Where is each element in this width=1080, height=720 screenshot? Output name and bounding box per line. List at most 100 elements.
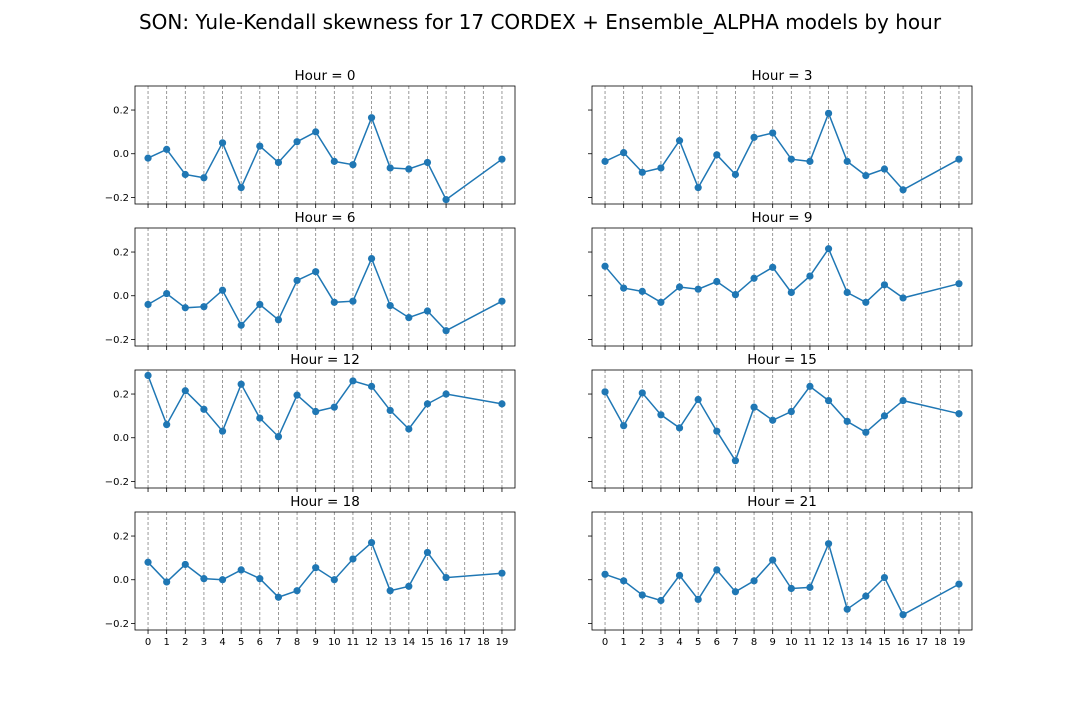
panel-title: Hour = 0 bbox=[294, 68, 355, 84]
data-point bbox=[787, 407, 795, 416]
data-point bbox=[787, 155, 795, 163]
series-line bbox=[604, 541, 960, 616]
x-tick-label: 1 bbox=[163, 637, 169, 648]
x-tick-label: 11 bbox=[347, 637, 360, 648]
data-point bbox=[405, 582, 413, 590]
x-tick-label: 16 bbox=[440, 637, 453, 648]
data-point bbox=[144, 154, 152, 162]
data-point bbox=[367, 382, 376, 390]
data-point bbox=[694, 285, 702, 293]
data-point bbox=[824, 245, 833, 253]
y-tick-label: 0.0 bbox=[113, 575, 129, 586]
subplot-panel: Hour = 15 bbox=[588, 352, 973, 492]
data-point bbox=[256, 414, 264, 422]
x-tick-label: 6 bbox=[257, 637, 263, 648]
y-tick-label: 0.2 bbox=[113, 532, 129, 543]
data-point bbox=[843, 417, 851, 425]
series-line bbox=[604, 247, 960, 304]
data-point bbox=[274, 433, 283, 441]
data-point bbox=[675, 571, 684, 579]
x-tick-label: 8 bbox=[294, 637, 300, 648]
x-tick-label: 14 bbox=[402, 637, 415, 648]
data-point bbox=[312, 564, 320, 572]
data-point bbox=[899, 396, 907, 405]
series-line bbox=[604, 385, 960, 463]
x-tick-label: 13 bbox=[841, 637, 854, 648]
data-point bbox=[601, 262, 609, 270]
x-tick-label: 2 bbox=[182, 637, 188, 648]
data-point bbox=[349, 377, 357, 385]
x-tick-label: 17 bbox=[458, 637, 471, 648]
x-tick-label: 18 bbox=[934, 637, 947, 648]
subplot-panel: Hour = 180 1 2 3 4 5 6 7 8 9 10 11 12 13 14 15 16 17 18 19−… bbox=[105, 494, 516, 648]
data-point bbox=[200, 303, 208, 311]
x-tick-label: 5 bbox=[238, 637, 244, 648]
figure-title: SON: Yule-Kendall skewness for 17 CORDEX… bbox=[138, 10, 942, 34]
data-point bbox=[824, 540, 833, 548]
panel-title: Hour = 21 bbox=[747, 494, 817, 510]
data-point bbox=[330, 157, 338, 165]
series-line bbox=[147, 541, 503, 599]
data-point bbox=[713, 151, 721, 159]
data-point bbox=[274, 316, 283, 324]
x-tick-label: 3 bbox=[201, 637, 207, 648]
data-point bbox=[423, 548, 432, 557]
data-point bbox=[750, 577, 758, 585]
data-point bbox=[386, 164, 394, 172]
x-tick-label: 4 bbox=[219, 637, 225, 648]
data-point bbox=[442, 327, 450, 335]
data-point bbox=[218, 427, 227, 435]
x-tick-label: 5 bbox=[695, 637, 701, 648]
data-point bbox=[442, 390, 450, 398]
data-point bbox=[237, 566, 245, 574]
data-point bbox=[349, 297, 357, 305]
y-tick-label: −0.2 bbox=[105, 477, 129, 488]
x-tick-label: 13 bbox=[384, 637, 397, 648]
axes-frame bbox=[134, 511, 516, 631]
data-point bbox=[405, 165, 413, 173]
data-point bbox=[694, 395, 702, 404]
data-point bbox=[675, 283, 684, 291]
data-point bbox=[498, 297, 506, 305]
data-point bbox=[163, 289, 171, 298]
x-tick-label: 3 bbox=[658, 637, 664, 648]
data-point bbox=[163, 421, 171, 429]
data-point bbox=[843, 605, 851, 613]
axes-frame bbox=[591, 85, 973, 205]
data-point bbox=[769, 416, 777, 424]
y-tick-label: 0.2 bbox=[113, 106, 129, 117]
data-point bbox=[386, 301, 394, 310]
data-point bbox=[200, 174, 208, 182]
x-tick-label: 9 bbox=[312, 637, 318, 648]
subplot-panel: Hour = 6 −0.2 0.0 0.2 bbox=[105, 210, 516, 350]
data-point bbox=[620, 422, 628, 430]
data-point bbox=[312, 407, 320, 416]
x-tick-label: 10 bbox=[785, 637, 798, 648]
data-point bbox=[312, 268, 320, 276]
subplot-panel: Hour = 12 −0.2 0.0 0.2 bbox=[105, 352, 516, 492]
data-point bbox=[638, 168, 646, 176]
data-point bbox=[843, 157, 851, 165]
x-tick-label: 1 bbox=[620, 637, 626, 648]
panel-title: Hour = 15 bbox=[747, 352, 817, 368]
data-point bbox=[293, 587, 301, 595]
data-point bbox=[181, 170, 189, 179]
data-point bbox=[386, 406, 394, 415]
data-point bbox=[218, 286, 227, 294]
data-point bbox=[750, 274, 758, 282]
subplot-panel: Hour = 210 1 2 3 4 5 6 7 8 9 10 11 12 13 14 15 16 17 18 19 bbox=[588, 494, 973, 648]
x-tick-label: 15 bbox=[421, 637, 434, 648]
data-point bbox=[274, 158, 283, 167]
data-point bbox=[955, 280, 963, 288]
y-tick-label: 0.0 bbox=[113, 291, 129, 302]
x-tick-label: 8 bbox=[751, 637, 757, 648]
data-point bbox=[862, 171, 870, 180]
data-point bbox=[349, 555, 357, 563]
x-tick-label: 0 bbox=[145, 637, 151, 648]
subplot-panel: Hour = 9 bbox=[588, 210, 973, 350]
data-point bbox=[731, 170, 740, 179]
panel-title: Hour = 6 bbox=[294, 210, 355, 226]
axes-frame bbox=[134, 227, 516, 347]
data-point bbox=[144, 300, 152, 309]
axes-frame bbox=[591, 369, 973, 489]
